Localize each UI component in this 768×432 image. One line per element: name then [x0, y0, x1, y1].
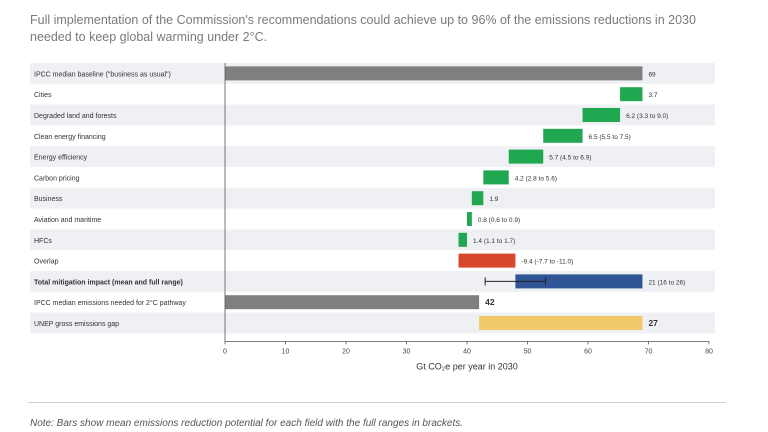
value-labels: 69 3.7 6.2 (3.3 to 9.0) 6.5 (5.5 to 7.5) 5.7… — [473, 71, 685, 328]
bar — [225, 295, 480, 310]
category-label: Carbon pricing — [34, 175, 80, 182]
bar — [479, 316, 643, 330]
category-label: Aviation and maritime — [34, 217, 101, 224]
row-band — [30, 229, 715, 251]
bar — [483, 170, 509, 185]
waterfall-chart: IPCC median baseline ("business as usual… — [30, 63, 715, 371]
category-label: IPCC median baseline ("business as usual… — [34, 71, 171, 78]
x-tick-label: 20 — [342, 348, 350, 355]
x-tick-label: 0 — [223, 348, 227, 355]
x-axis: 0 10 20 30 40 50 60 70 80 — [223, 63, 713, 355]
category-label: Total mitigation impact (mean and full r… — [34, 279, 183, 286]
bar — [515, 274, 643, 289]
value-label: 42 — [485, 297, 495, 307]
bar — [225, 66, 643, 81]
category-label: Degraded land and forests — [34, 113, 117, 120]
x-tick-label: 30 — [403, 348, 411, 355]
category-label: Business — [34, 196, 63, 203]
note-divider — [28, 402, 726, 403]
bar — [543, 128, 583, 143]
x-tick-label: 50 — [524, 348, 532, 355]
value-label: 1.4 (1.1 to 1.7) — [473, 238, 515, 245]
error-bars — [484, 277, 547, 286]
category-label: IPCC median emissions needed for 2°C pat… — [34, 299, 186, 307]
row-band — [30, 187, 715, 209]
category-label: Energy efficiency — [34, 155, 88, 162]
category-label: HFCs — [34, 238, 52, 245]
value-label: 0.8 (0.6 to 0.9) — [478, 217, 520, 224]
category-label: Cities — [34, 92, 52, 99]
value-label: 6.5 (5.5 to 7.5) — [589, 134, 631, 141]
bars — [225, 66, 643, 330]
bar — [458, 232, 467, 247]
value-label: 1.9 — [489, 196, 498, 203]
x-tick-label: 40 — [463, 348, 471, 355]
category-labels: IPCC median baseline ("business as usual… — [34, 71, 186, 328]
chart-headline: Full implementation of the Commission's … — [30, 13, 696, 44]
row-band — [30, 146, 715, 167]
x-tick-label: 70 — [645, 348, 653, 355]
value-label: -9.4 (-7.7 to -11.0) — [521, 259, 573, 266]
row-band — [30, 104, 715, 126]
value-label: 6.2 (3.3 to 9.0) — [626, 113, 668, 120]
x-tick-label: 10 — [282, 348, 290, 355]
value-label: 3.7 — [648, 92, 657, 99]
bar — [508, 149, 544, 164]
bar — [467, 212, 472, 226]
value-label: 27 — [648, 318, 658, 328]
bar — [458, 253, 516, 268]
chart-note: Note: Bars show mean emissions reduction… — [30, 418, 463, 429]
x-tick-label: 60 — [584, 348, 592, 355]
x-axis-label: Gt CO₂e per year in 2030 — [416, 361, 518, 371]
value-label: 21 (16 to 26) — [648, 279, 685, 286]
bar — [582, 108, 621, 122]
bar — [620, 87, 643, 102]
x-tick-label: 80 — [705, 348, 713, 355]
value-label: 69 — [648, 71, 656, 78]
category-label: UNEP gross emissions gap — [34, 321, 119, 328]
category-label: Overlap — [34, 259, 59, 266]
value-label: 4.2 (2.8 to 5.6) — [515, 175, 557, 182]
value-label: 5.7 (4.5 to 6.9) — [549, 155, 591, 162]
bar — [471, 191, 484, 206]
category-label: Clean energy financing — [34, 134, 106, 141]
row-bands — [30, 63, 715, 334]
